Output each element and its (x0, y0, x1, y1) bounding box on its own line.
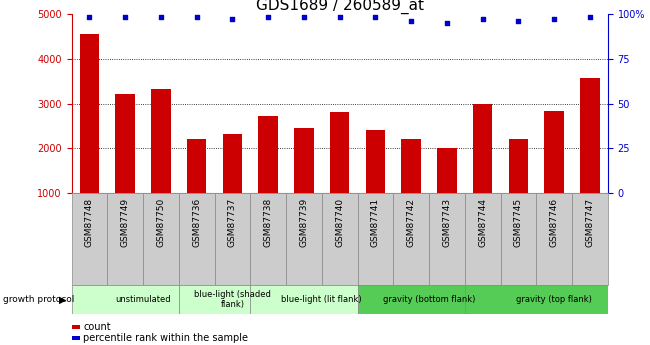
Text: GSM87747: GSM87747 (586, 198, 594, 247)
Point (263, 14, 273, 20)
Text: unstimulated: unstimulated (115, 295, 171, 304)
Bar (508, 139, 528, 193)
Point (84, 14, 95, 20)
Text: GSM87737: GSM87737 (228, 198, 237, 247)
Bar (544, 111, 564, 193)
Text: GSM87741: GSM87741 (371, 198, 380, 247)
Point (227, 17, 238, 22)
Text: GSM87742: GSM87742 (407, 198, 415, 247)
Point (477, 17, 488, 22)
Text: GSM87740: GSM87740 (335, 198, 344, 247)
Text: GSM87743: GSM87743 (443, 198, 451, 247)
Point (585, 14, 595, 20)
Point (370, 14, 381, 20)
Bar (115, 93, 135, 193)
Bar (214, 193, 250, 285)
Bar (500, 193, 536, 285)
Text: GSM87745: GSM87745 (514, 198, 523, 247)
Text: GSM87750: GSM87750 (157, 198, 165, 247)
Bar (437, 148, 457, 193)
Bar (143, 193, 179, 285)
Point (334, 14, 345, 20)
Text: count: count (83, 323, 111, 332)
Bar (250, 193, 286, 285)
Point (191, 14, 202, 20)
Bar (79, 34, 99, 193)
Text: percentile rank within the sample: percentile rank within the sample (83, 333, 248, 343)
Bar (72, 193, 107, 285)
Text: GSM87746: GSM87746 (550, 198, 558, 247)
Bar (294, 128, 314, 193)
Bar (358, 285, 465, 314)
Bar (330, 111, 350, 193)
Text: gravity (bottom flank): gravity (bottom flank) (383, 295, 475, 304)
Point (549, 17, 559, 22)
Bar (429, 193, 465, 285)
Bar (179, 193, 215, 285)
Bar (222, 134, 242, 193)
Text: GSM87744: GSM87744 (478, 198, 487, 247)
Bar (151, 89, 171, 193)
Point (442, 20, 452, 26)
Text: GSM87739: GSM87739 (300, 198, 308, 247)
Bar (322, 193, 358, 285)
Text: GSM87748: GSM87748 (85, 198, 94, 247)
Bar (580, 78, 600, 193)
Title: GDS1689 / 260589_at: GDS1689 / 260589_at (255, 0, 424, 14)
Point (120, 14, 130, 20)
Bar (572, 193, 608, 285)
Bar (365, 129, 385, 193)
Point (406, 18, 416, 24)
Bar (465, 193, 500, 285)
Bar (393, 193, 429, 285)
Bar (258, 116, 278, 193)
Text: blue-light (shaded
flank): blue-light (shaded flank) (194, 289, 271, 309)
Text: GSM87749: GSM87749 (121, 198, 129, 247)
Bar (536, 193, 572, 285)
Bar (358, 193, 393, 285)
Text: ▶: ▶ (58, 294, 66, 304)
Bar (72, 285, 179, 314)
Point (156, 14, 166, 20)
Bar (473, 104, 493, 193)
Point (299, 14, 309, 20)
Bar (465, 285, 608, 314)
Bar (179, 285, 250, 314)
Text: GSM87738: GSM87738 (264, 198, 272, 247)
Point (514, 18, 524, 24)
Text: growth protocol: growth protocol (3, 295, 75, 304)
Text: gravity (top flank): gravity (top flank) (516, 295, 592, 304)
Bar (187, 139, 207, 193)
Bar (107, 193, 143, 285)
Text: blue-light (lit flank): blue-light (lit flank) (281, 295, 362, 304)
Bar (250, 285, 358, 314)
Bar (286, 193, 322, 285)
Bar (401, 139, 421, 193)
Text: GSM87736: GSM87736 (192, 198, 201, 247)
